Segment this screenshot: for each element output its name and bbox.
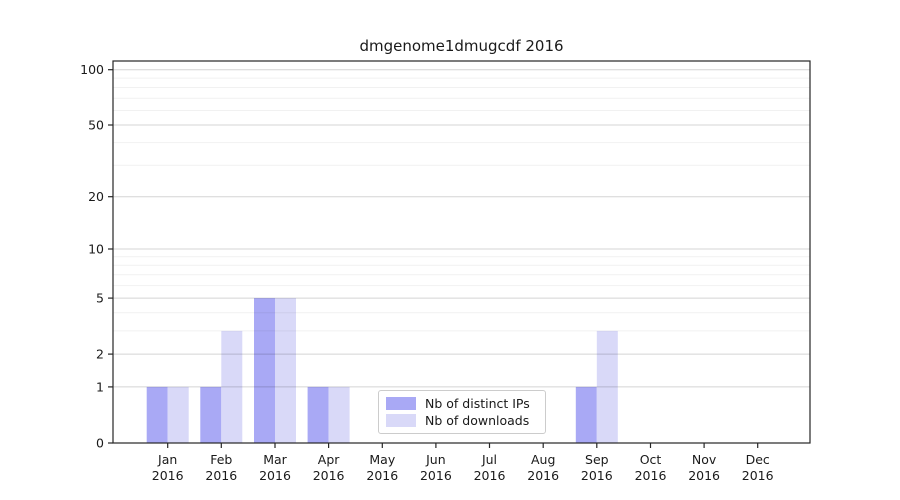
x-tick-label-month: Jun xyxy=(425,452,446,467)
y-tick-label: 10 xyxy=(88,241,104,256)
x-tick-label-month: Nov xyxy=(692,452,717,467)
y-tick-label: 0 xyxy=(96,435,104,450)
y-tick-label: 50 xyxy=(88,117,104,132)
x-tick-label-month: Jan xyxy=(157,452,177,467)
x-tick-label-year: 2016 xyxy=(420,468,452,483)
x-tick-label-month: Sep xyxy=(585,452,609,467)
legend-label-downloads: Nb of downloads xyxy=(425,413,530,429)
bar-nb-of-downloads-apr xyxy=(328,386,350,443)
x-tick-label-year: 2016 xyxy=(635,468,667,483)
x-tick-label-year: 2016 xyxy=(205,468,237,483)
x-tick-label-year: 2016 xyxy=(742,468,774,483)
x-tick-label-year: 2016 xyxy=(474,468,506,483)
bar-nb-of-distinct-ips-jan xyxy=(146,386,168,443)
bar-nb-of-distinct-ips-mar xyxy=(254,298,275,443)
x-tick-label-month: Jul xyxy=(481,452,497,467)
x-tick-label-year: 2016 xyxy=(688,468,720,483)
y-tick-label: 20 xyxy=(88,189,104,204)
bar-nb-of-distinct-ips-apr xyxy=(307,386,329,443)
legend: Nb of distinct IPs Nb of downloads xyxy=(378,390,546,434)
x-tick-label-year: 2016 xyxy=(581,468,613,483)
x-tick-label-year: 2016 xyxy=(366,468,398,483)
bar-nb-of-downloads-jan xyxy=(167,386,189,443)
y-tick-label: 5 xyxy=(96,291,104,306)
legend-label-distinct-ips: Nb of distinct IPs xyxy=(425,395,530,411)
y-tick-label: 1 xyxy=(96,379,104,394)
bar-nb-of-distinct-ips-feb xyxy=(200,386,222,443)
y-tick-label: 100 xyxy=(80,62,104,77)
x-tick-label-year: 2016 xyxy=(527,468,559,483)
x-tick-label-month: Dec xyxy=(746,452,770,467)
x-tick-label-year: 2016 xyxy=(313,468,345,483)
bar-nb-of-downloads-sep xyxy=(596,330,618,443)
legend-swatch-downloads xyxy=(386,414,416,428)
legend-swatch-distinct-ips xyxy=(386,396,416,410)
x-tick-label-month: Mar xyxy=(263,452,287,467)
bar-nb-of-distinct-ips-sep xyxy=(575,386,597,443)
y-tick-label: 2 xyxy=(96,347,104,362)
bar-nb-of-downloads-feb xyxy=(221,330,243,443)
x-tick-label-year: 2016 xyxy=(152,468,184,483)
x-tick-label-month: Aug xyxy=(531,452,555,467)
chart-title: dmgenome1dmugcdf 2016 xyxy=(359,37,564,55)
x-tick-label-month: Apr xyxy=(318,452,340,467)
x-tick-label-month: Feb xyxy=(210,452,232,467)
legend-item-downloads: Nb of downloads xyxy=(386,413,538,428)
bar-nb-of-downloads-mar xyxy=(275,298,296,443)
x-tick-label-month: Oct xyxy=(640,452,662,467)
legend-item-distinct-ips: Nb of distinct IPs xyxy=(386,396,538,411)
axis-frame xyxy=(112,60,811,444)
x-tick-label-month: May xyxy=(369,452,395,467)
x-tick-label-year: 2016 xyxy=(259,468,291,483)
